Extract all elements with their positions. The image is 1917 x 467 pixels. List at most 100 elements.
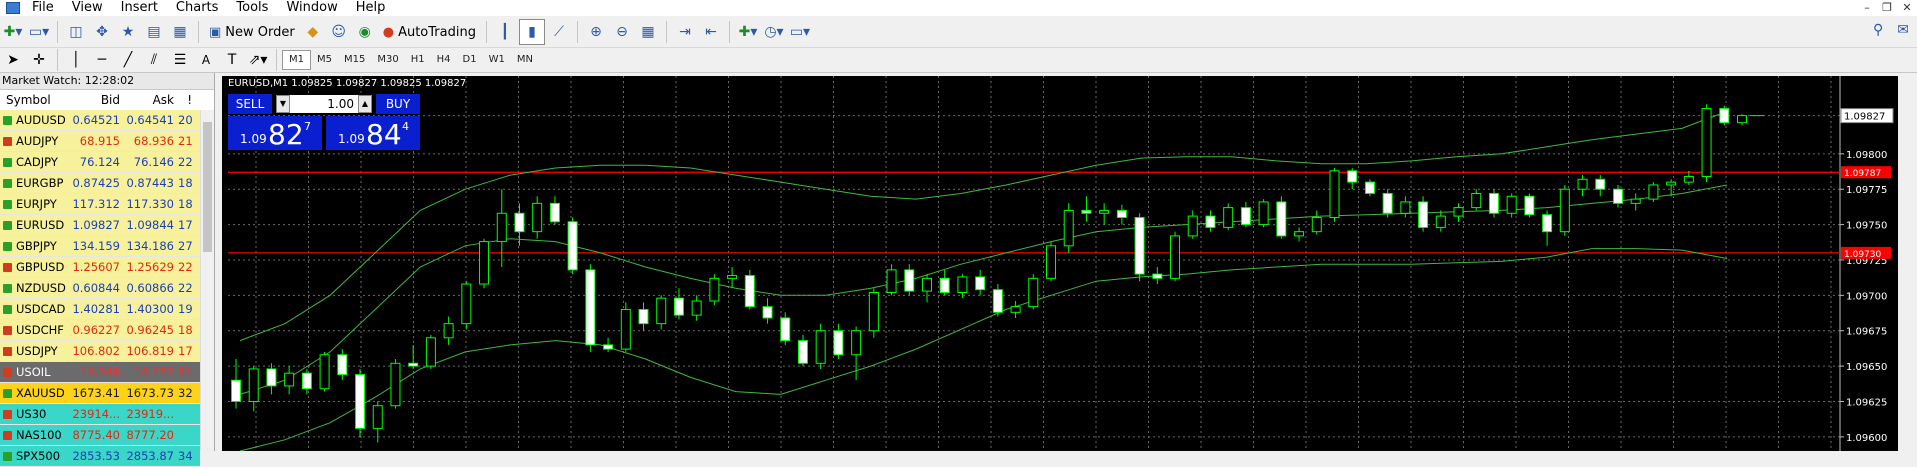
header-ask[interactable]: Ask — [152, 93, 174, 107]
candle-bear — [549, 202, 560, 223]
data-window-icon[interactable]: ✥ — [96, 24, 108, 40]
header-spread[interactable]: ! — [187, 93, 192, 107]
right-tools: ⚲ ✉ — [1873, 22, 1909, 38]
candle-bull — [1294, 231, 1305, 237]
market-watch-row[interactable]: AUDUSD 0.64521 0.64541 20 — [0, 110, 200, 131]
lot-size-value[interactable]: 1.00 — [327, 97, 354, 111]
market-watch-row[interactable]: XAUUSD 1673.41 1673.73 32 — [0, 383, 200, 404]
sell-button[interactable]: SELL — [228, 94, 272, 114]
timeframe-m15[interactable]: M15 — [344, 54, 366, 65]
market-watch-row[interactable]: GBPUSD 1.25607 1.25629 22 — [0, 257, 200, 278]
zoom-out-icon[interactable]: ⊖ — [616, 24, 628, 40]
candle-bull — [461, 283, 472, 325]
buy-button[interactable]: BUY — [376, 94, 420, 114]
indicators-icon[interactable]: ✚ ▾ — [738, 24, 758, 40]
menu-help[interactable]: Help — [355, 0, 386, 15]
bar-chart-icon[interactable]: ┃ — [500, 24, 510, 40]
scrollbar-thumb[interactable] — [203, 122, 212, 252]
menu-charts[interactable]: Charts — [175, 0, 219, 15]
market-watch-row[interactable]: AUDJPY 68.915 68.936 21 — [0, 131, 200, 152]
auto-trading-button[interactable]: ● AutoTrading — [382, 24, 476, 40]
menu-tools[interactable]: Tools — [236, 0, 269, 15]
market-watch-row[interactable]: US30 23914... 23919... — [0, 404, 200, 425]
market-watch-row[interactable]: GBPJPY 134.159 134.186 27 — [0, 236, 200, 257]
restore-icon[interactable]: ❐ — [1882, 1, 1892, 14]
menu-window[interactable]: Window — [286, 0, 338, 15]
crosshair-icon[interactable]: ✛ — [33, 52, 45, 68]
market-watch-row[interactable]: EURJPY 117.312 117.330 18 — [0, 194, 200, 215]
market-watch-row[interactable]: EURUSD 1.09827 1.09844 17 — [0, 215, 200, 236]
market-watch-row[interactable]: USOIL 14.046 14.127 81 — [0, 362, 200, 383]
zoom-in-icon[interactable]: ⊕ — [590, 24, 602, 40]
candle-bull — [284, 372, 295, 387]
buy-price-button[interactable]: 1.09 84 4 — [326, 116, 420, 151]
sell-price-button[interactable]: 1.09 82 7 — [228, 116, 322, 151]
market-watch-row[interactable]: NAS100 8775.40 8777.20 — [0, 425, 200, 446]
candlestick-chart-icon[interactable]: ▮ — [518, 19, 545, 45]
metaeditor-icon[interactable]: ◆ — [307, 24, 319, 40]
timeframe-d1[interactable]: D1 — [462, 54, 477, 65]
price-chart[interactable]: 1.09800 1.09775 1.09750 1.09725 1.09700 1.096… — [222, 76, 1898, 451]
chart-shift-icon[interactable]: ⇤ — [705, 24, 717, 40]
terminal-icon[interactable]: ▤ — [147, 24, 161, 40]
trendline-icon[interactable]: ╱ — [123, 52, 133, 68]
fibonacci-icon[interactable]: ☰ — [173, 52, 187, 68]
timeframe-m30[interactable]: M30 — [377, 54, 399, 65]
market-watch-scrollbar[interactable] — [200, 110, 214, 451]
menu-insert[interactable]: Insert — [120, 0, 158, 15]
channel-icon[interactable]: ⫽ — [150, 52, 158, 68]
menu-file[interactable]: File — [32, 0, 54, 15]
navigator-icon[interactable]: ★ — [121, 24, 135, 40]
market-watch-row[interactable]: USDJPY 106.802 106.819 17 — [0, 341, 200, 362]
menu-view[interactable]: View — [71, 0, 103, 15]
signals-icon[interactable]: ◉ — [358, 24, 371, 40]
search-icon[interactable]: ⚲ — [1873, 22, 1884, 38]
lot-size-field[interactable]: ▼ 1.00 ▲ — [276, 95, 372, 113]
horizontal-line-icon[interactable]: ─ — [97, 52, 107, 68]
timeframe-h4[interactable]: H4 — [436, 54, 451, 65]
periods-icon[interactable]: ◷▾ — [764, 24, 784, 40]
tester-icon[interactable]: ▦ — [173, 24, 187, 40]
profiles-icon[interactable]: ▭▾ — [28, 24, 50, 40]
chart-side-scrollbar[interactable] — [1898, 73, 1917, 451]
bollinger-band-lower — [239, 248, 1728, 451]
symbol-name: GBPUSD — [16, 260, 65, 274]
tile-windows-icon[interactable]: ▦ — [641, 24, 655, 40]
timeframe-mn[interactable]: MN — [516, 54, 533, 65]
up-arrow-icon — [3, 199, 12, 209]
candle-bull — [248, 368, 259, 402]
chart-window[interactable]: 1.09800 1.09775 1.09750 1.09725 1.09700 1.096… — [222, 76, 1917, 451]
close-icon[interactable]: ✕ — [1902, 1, 1912, 14]
market-watch-row[interactable]: NZDUSD 0.60844 0.60866 22 — [0, 278, 200, 299]
new-order-button[interactable]: ▣ New Order — [209, 24, 295, 40]
timeframe-w1[interactable]: W1 — [488, 54, 505, 65]
market-watch-row[interactable]: EURGBP 0.87425 0.87443 18 — [0, 173, 200, 194]
arrows-icon[interactable]: ⇗▾ — [248, 52, 268, 68]
lot-decrease-icon[interactable]: ▼ — [276, 95, 290, 113]
separator — [276, 49, 277, 71]
new-chart-icon[interactable]: ✚ ▾ — [3, 24, 23, 40]
line-chart-icon[interactable]: ⟋ — [554, 24, 564, 40]
header-bid[interactable]: Bid — [100, 93, 120, 107]
cursor-icon[interactable]: ➤ — [7, 52, 19, 68]
market-watch-row[interactable]: SPX500 2853.53 2853.87 34 — [0, 446, 200, 467]
header-symbol[interactable]: Symbol — [6, 93, 51, 107]
market-watch-row[interactable]: USDCHF 0.96227 0.96245 18 — [0, 320, 200, 341]
vertical-line-icon[interactable]: │ — [71, 52, 81, 68]
spread-cell — [178, 425, 194, 445]
candle-bear — [1612, 188, 1623, 204]
templates-icon[interactable]: ▭▾ — [789, 24, 811, 40]
auto-scroll-icon[interactable]: ⇥ — [679, 24, 691, 40]
text-icon[interactable]: A — [201, 53, 211, 67]
text-label-icon[interactable]: T — [227, 52, 237, 68]
timeframe-m5[interactable]: M5 — [317, 54, 332, 65]
chat-icon[interactable]: ✉ — [1897, 22, 1909, 38]
market-watch-row[interactable]: USDCAD 1.40281 1.40300 19 — [0, 299, 200, 320]
community-icon[interactable]: ☺ — [331, 24, 347, 40]
timeframe-m1[interactable]: M1 — [282, 50, 311, 70]
market-watch-row[interactable]: CADJPY 76.124 76.146 22 — [0, 152, 200, 173]
minimize-icon[interactable]: – — [1864, 1, 1870, 14]
timeframe-h1[interactable]: H1 — [410, 54, 425, 65]
market-watch-icon[interactable]: ◫ — [69, 24, 83, 40]
lot-increase-icon[interactable]: ▲ — [358, 95, 372, 113]
